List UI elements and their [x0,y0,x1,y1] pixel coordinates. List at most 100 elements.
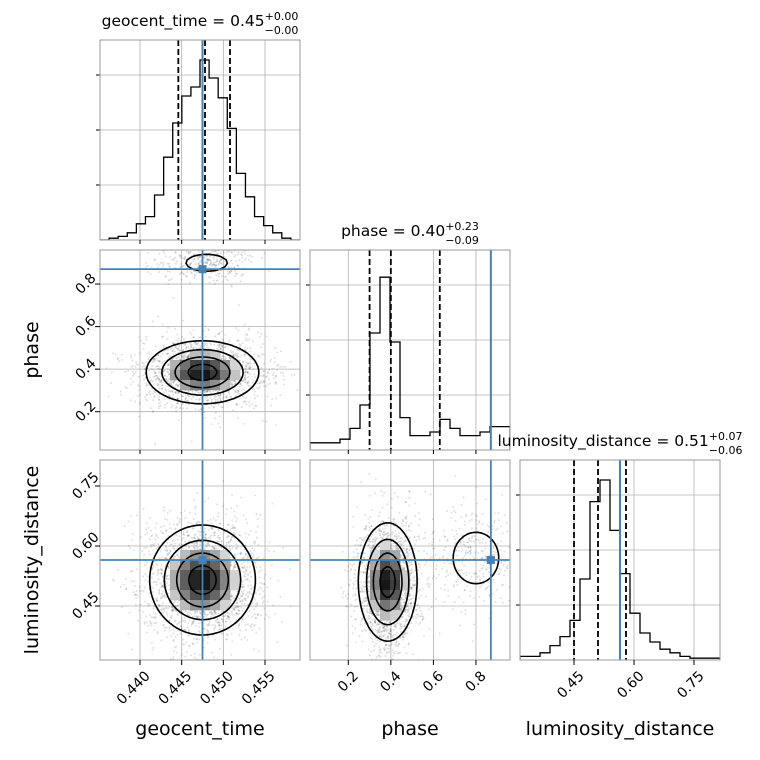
panel-frame [99,249,301,451]
sample-point [166,262,169,265]
sample-point [160,381,163,384]
sample-point [243,566,246,569]
sample-point [198,399,201,402]
sample-point [251,623,254,626]
sample-point [212,394,215,397]
sample-point [373,620,376,623]
sample-point [164,596,167,599]
sample-point [143,372,146,375]
sample-point [218,522,221,525]
sample-point [245,364,248,367]
sample-point [244,597,247,600]
sample-point [175,610,178,613]
sample-point [246,638,249,641]
sample-point [155,522,158,525]
sample-point [212,256,215,259]
sample-point [258,627,261,630]
sample-point [254,404,257,407]
sample-point [129,547,132,550]
sample-point [256,394,259,397]
sample-point [213,531,216,534]
sample-point [152,390,155,393]
sample-point [243,548,246,551]
sample-point [156,382,159,385]
sample-point [148,603,151,606]
sample-point [219,259,222,262]
sample-point [200,527,203,530]
sample-point [217,332,220,335]
sample-point [163,360,166,363]
sample-point [157,578,160,581]
sample-point [144,261,147,264]
sample-point [240,496,243,499]
sample-point [169,509,172,512]
sample-point [184,399,187,402]
sample-point [146,531,149,534]
sample-point [263,595,266,598]
sample-point [240,603,243,606]
sample-point [183,258,186,261]
sample-point [272,550,275,553]
sample-point [214,626,217,629]
sample-point [162,263,165,266]
sample-point [247,384,250,387]
sample-point [263,607,266,610]
sample-point [222,340,225,343]
sample-point [180,254,183,257]
sample-point [145,546,148,549]
sample-point [271,502,274,505]
sample-point [169,551,172,554]
sample-point [130,648,133,651]
sample-point [141,575,144,578]
sample-point [165,546,168,549]
sample-point [272,374,275,377]
sample-point [182,348,185,351]
sample-point [170,606,173,609]
sample-point [165,577,168,580]
sample-point [198,256,201,259]
sample-point [208,276,211,279]
sample-point [244,364,247,367]
sample-point [226,634,229,637]
sample-point [274,346,277,349]
sample-point [237,605,240,608]
sample-point [432,538,435,541]
sample-point [159,370,162,373]
sample-point [160,597,163,600]
sample-point [228,250,231,253]
sample-point [249,590,252,593]
sample-point [177,402,180,405]
sample-point [176,523,179,526]
sample-point [214,335,217,338]
sample-point [180,531,183,534]
sample-point [250,260,253,263]
sample-point [289,360,292,363]
sample-point [173,380,176,383]
sample-point [239,383,242,386]
sample-point [172,342,175,345]
sample-point [172,656,175,659]
sample-point [212,517,215,520]
sample-point [165,378,168,381]
sample-point [223,244,225,246]
sample-point [168,377,171,380]
sample-point [226,528,229,531]
sample-point [119,390,122,393]
sample-point [400,604,403,607]
sample-point [187,355,190,358]
sample-point [378,651,381,654]
sample-point [203,261,206,264]
sample-point [138,402,141,405]
sample-point [214,609,217,612]
sample-point [282,372,285,375]
sample-point [196,255,199,258]
sample-point [244,544,247,547]
sample-point [230,536,233,539]
sample-point [212,261,215,264]
sample-point [238,258,241,261]
sample-point [217,612,220,615]
sample-point [273,361,276,364]
sample-point [231,613,234,616]
sample-point [238,612,241,615]
